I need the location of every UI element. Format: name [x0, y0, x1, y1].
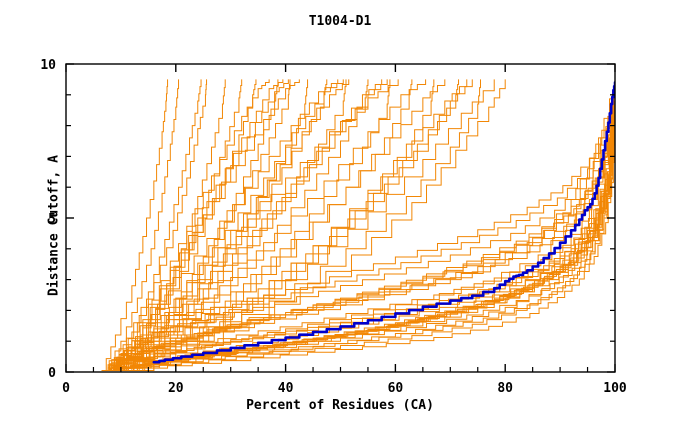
y-tick-label: 10	[40, 58, 56, 73]
x-tick-label: 0	[62, 381, 70, 396]
ensemble-curve	[107, 79, 413, 371]
y-tick-label: 0	[48, 366, 56, 381]
ensemble-curve	[120, 79, 383, 371]
ensemble-curve	[109, 79, 615, 371]
ensemble-curve	[104, 79, 615, 371]
x-tick-label: 40	[278, 381, 294, 396]
x-tick-label: 20	[168, 381, 184, 396]
y-tick-label: 5	[48, 212, 56, 227]
ensemble-curve	[109, 79, 615, 371]
ensemble-curve	[104, 79, 615, 371]
ensemble-curve	[104, 79, 257, 371]
x-tick-label: 60	[388, 381, 404, 396]
ensemble-curve	[120, 79, 270, 371]
ensemble-curve	[115, 79, 615, 371]
ensemble-curve	[118, 79, 427, 371]
ensemble-curve	[103, 79, 615, 371]
ensemble-curve	[109, 79, 339, 371]
ensemble-curve	[115, 79, 399, 371]
ensemble-curve	[112, 79, 615, 371]
ensemble-curve	[103, 79, 615, 371]
ensemble-curve	[101, 79, 169, 371]
ensemble-curve	[101, 79, 615, 371]
ensemble-curve	[126, 79, 289, 371]
ensemble-curve	[115, 79, 284, 371]
ensemble-curve	[137, 79, 473, 371]
x-tick-label: 80	[497, 381, 513, 396]
series-layer	[101, 79, 615, 371]
x-axis-label: Percent of Residues (CA)	[246, 398, 434, 413]
ensemble-curve	[107, 79, 615, 371]
highlighted-curve	[152, 81, 615, 364]
ensemble-curve	[101, 79, 615, 371]
ensemble-curve	[105, 79, 208, 371]
ensemble-curve	[104, 79, 615, 371]
ensemble-curve	[104, 79, 202, 371]
chart-title: T1004-D1	[308, 14, 372, 29]
x-tick-label: 100	[603, 381, 627, 396]
tick-label-layer: 0 20 40 60 80 100 0 5 10	[40, 58, 627, 396]
ensemble-curve	[118, 79, 615, 371]
ensemble-curve	[115, 79, 481, 371]
ensemble-curve	[105, 79, 615, 371]
axis-layer	[65, 63, 616, 373]
ensemble-curve	[103, 79, 180, 371]
